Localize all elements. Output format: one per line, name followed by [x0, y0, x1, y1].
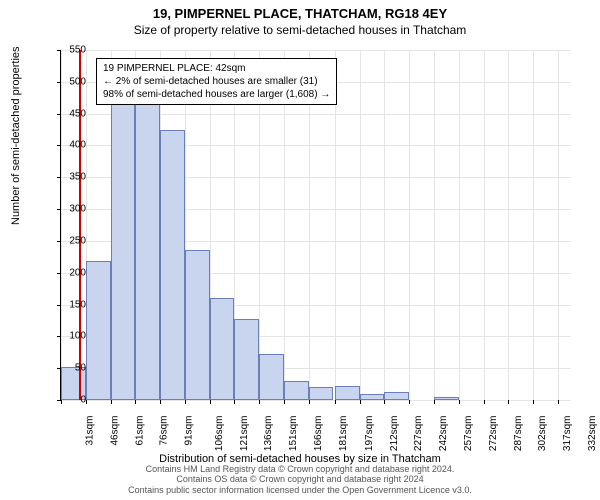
histogram-bar — [185, 250, 210, 400]
histogram-bar — [111, 75, 136, 400]
histogram-bar — [135, 104, 160, 400]
xtick-mark — [111, 400, 112, 404]
xtick-label: 257sqm — [463, 416, 474, 452]
gridline-h — [61, 400, 571, 401]
ytick-label: 100 — [56, 331, 86, 342]
xtick-mark — [160, 400, 161, 404]
xtick-label: 151sqm — [288, 416, 299, 452]
histogram-bar — [210, 298, 235, 400]
gridline-v — [61, 50, 62, 400]
xtick-label: 212sqm — [389, 416, 400, 452]
ytick-label: 150 — [56, 299, 86, 310]
ytick-label: 250 — [56, 235, 86, 246]
xtick-label: 61sqm — [134, 416, 145, 446]
gridline-h — [61, 50, 571, 51]
ytick-label: 550 — [56, 45, 86, 56]
info-box-line: 98% of semi-detached houses are larger (… — [103, 88, 330, 101]
histogram-bar — [160, 130, 185, 400]
histogram-bar — [309, 387, 334, 400]
footer-line-3: Contains public sector information licen… — [0, 485, 600, 496]
ytick-label: 400 — [56, 140, 86, 151]
xtick-label: 332sqm — [587, 416, 598, 452]
ytick-label: 200 — [56, 267, 86, 278]
histogram-bar — [86, 261, 111, 400]
gridline-v — [533, 50, 534, 400]
info-box-line: ← 2% of semi-detached houses are smaller… — [103, 75, 330, 88]
title-address: 19, PIMPERNEL PLACE, THATCHAM, RG18 4EY — [0, 0, 600, 21]
xtick-label: 181sqm — [338, 416, 349, 452]
y-axis-label: Number of semi-detached properties — [10, 46, 22, 225]
xtick-label: 317sqm — [562, 416, 573, 452]
ytick-label: 0 — [56, 395, 86, 406]
histogram-bar — [259, 354, 284, 400]
xtick-label: 302sqm — [537, 416, 548, 452]
gridline-v — [508, 50, 509, 400]
xtick-mark — [409, 400, 410, 404]
xtick-mark — [384, 400, 385, 404]
xtick-mark — [185, 400, 186, 404]
gridline-v — [459, 50, 460, 400]
footer-line-2: Contains OS data © Crown copyright and d… — [0, 474, 600, 485]
ytick-label: 350 — [56, 172, 86, 183]
xtick-label: 136sqm — [263, 416, 274, 452]
xtick-mark — [459, 400, 460, 404]
histogram-bar — [335, 386, 360, 400]
xtick-label: 166sqm — [313, 416, 324, 452]
title-subtitle: Size of property relative to semi-detach… — [0, 21, 600, 37]
xtick-mark — [533, 400, 534, 404]
xtick-label: 287sqm — [513, 416, 524, 452]
xtick-label: 76sqm — [159, 416, 170, 446]
xtick-mark — [335, 400, 336, 404]
histogram-bar — [384, 392, 409, 400]
xtick-mark — [259, 400, 260, 404]
xtick-label: 31sqm — [85, 416, 96, 446]
xtick-label: 46sqm — [109, 416, 120, 446]
ytick-label: 50 — [56, 363, 86, 374]
xtick-label: 227sqm — [414, 416, 425, 452]
histogram-bar — [284, 381, 309, 400]
gridline-v — [384, 50, 385, 400]
marker-line — [79, 50, 81, 400]
xtick-mark — [434, 400, 435, 404]
xtick-label: 242sqm — [438, 416, 449, 452]
gridline-v — [360, 50, 361, 400]
ytick-label: 300 — [56, 204, 86, 215]
xtick-label: 91sqm — [184, 416, 195, 446]
footer-attribution: Contains HM Land Registry data © Crown c… — [0, 464, 600, 496]
xtick-mark — [210, 400, 211, 404]
footer-line-1: Contains HM Land Registry data © Crown c… — [0, 464, 600, 475]
info-box-line: 19 PIMPERNEL PLACE: 42sqm — [103, 62, 330, 75]
histogram-bar — [234, 319, 259, 400]
xtick-mark — [484, 400, 485, 404]
xtick-label: 121sqm — [239, 416, 250, 452]
xtick-mark — [234, 400, 235, 404]
xtick-label: 197sqm — [364, 416, 375, 452]
histogram-bar — [360, 394, 385, 400]
xtick-mark — [309, 400, 310, 404]
xtick-mark — [135, 400, 136, 404]
xtick-label: 272sqm — [488, 416, 499, 452]
info-box: 19 PIMPERNEL PLACE: 42sqm← 2% of semi-de… — [96, 58, 337, 105]
ytick-label: 500 — [56, 76, 86, 87]
gridline-v — [409, 50, 410, 400]
xtick-mark — [508, 400, 509, 404]
xtick-mark — [360, 400, 361, 404]
gridline-v — [484, 50, 485, 400]
histogram-bar — [434, 397, 459, 400]
histogram-plot: 19 PIMPERNEL PLACE: 42sqm← 2% of semi-de… — [60, 50, 571, 401]
xtick-mark — [284, 400, 285, 404]
gridline-v — [434, 50, 435, 400]
ytick-label: 450 — [56, 108, 86, 119]
gridline-v — [558, 50, 559, 400]
xtick-label: 106sqm — [214, 416, 225, 452]
xtick-mark — [558, 400, 559, 404]
